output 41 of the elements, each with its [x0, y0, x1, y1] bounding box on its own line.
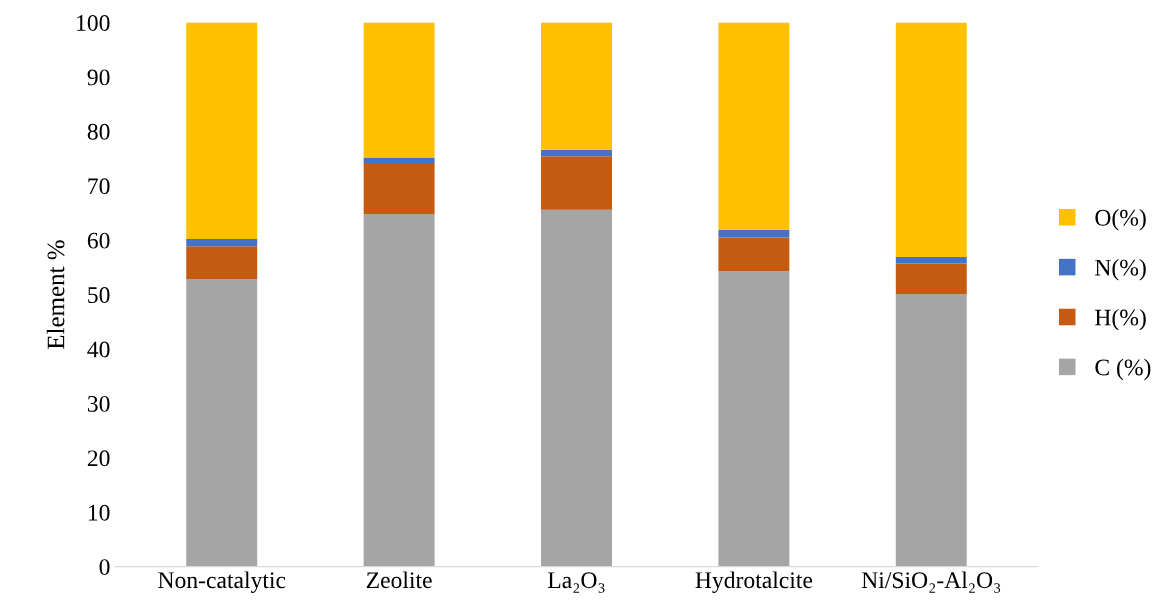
- bar: [895, 294, 967, 567]
- bar: [718, 22, 790, 230]
- y-tick-label: 30: [87, 395, 110, 412]
- x-tick-label: Zeolite: [366, 571, 432, 589]
- legend-label: N(%): [1095, 259, 1146, 281]
- y-axis-title: Element %: [46, 240, 65, 350]
- y-tick-label: 90: [87, 69, 110, 86]
- bar: [186, 22, 258, 240]
- y-tick-label: 20: [87, 450, 110, 467]
- bar: [718, 271, 790, 567]
- y-tick-label: 40: [87, 341, 110, 358]
- y-tick-label: 50: [88, 287, 110, 303]
- y-tick-label: 10: [88, 504, 110, 521]
- y-tick-label: 0: [99, 559, 110, 576]
- legend-label: C (%): [1095, 358, 1151, 381]
- bar: [895, 263, 967, 295]
- bar: [541, 209, 612, 567]
- x-tick-label: Ni/SiO₂-Al₂O₃: [861, 571, 1001, 593]
- y-tick-label: 80: [87, 123, 110, 140]
- legend-label: O(%): [1095, 209, 1146, 231]
- x-tick-label: Hydrotalcite: [695, 571, 813, 593]
- bar: [718, 237, 790, 272]
- bar: [363, 157, 435, 163]
- bar: [363, 22, 435, 158]
- y-tick-label: 100: [77, 14, 110, 31]
- bar: [186, 246, 258, 280]
- bar: [718, 229, 790, 238]
- bar: [541, 22, 612, 150]
- x-tick-label: La₂O₃: [547, 572, 605, 593]
- x-tick-label: Non-catalytic: [158, 571, 286, 593]
- bar: [541, 149, 612, 157]
- y-tick-label: 70: [88, 178, 110, 195]
- y-tick-label: 60: [87, 232, 110, 249]
- legend-label: H(%): [1095, 308, 1146, 331]
- bar: [541, 156, 612, 210]
- bar: [363, 162, 435, 215]
- bar: [186, 239, 258, 247]
- bar: [895, 257, 967, 264]
- bar: [363, 214, 435, 567]
- bar: [186, 279, 258, 567]
- bar: [895, 22, 967, 258]
